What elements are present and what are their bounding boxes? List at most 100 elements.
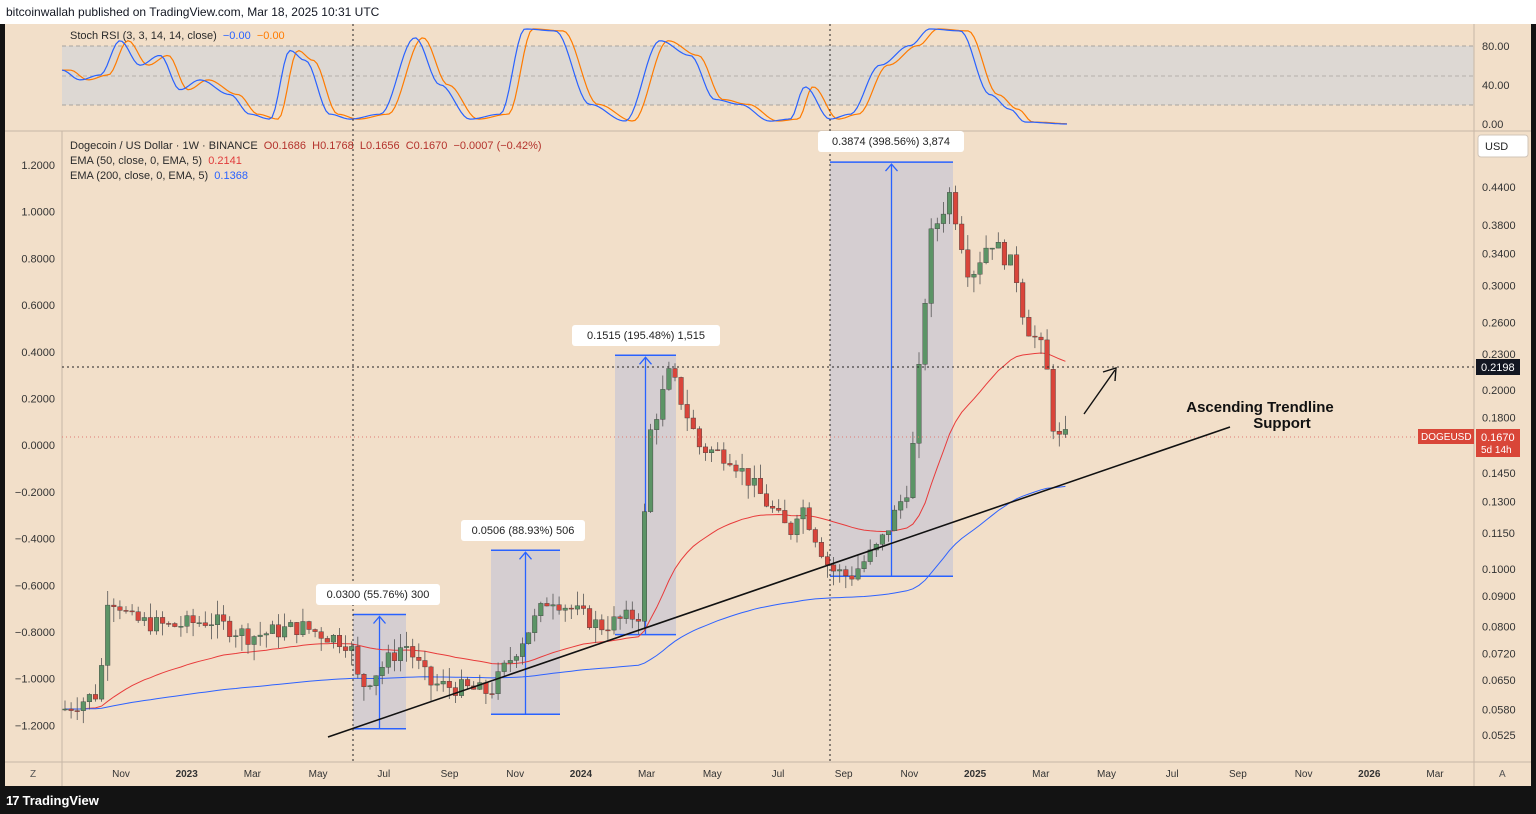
candle[interactable] — [892, 509, 898, 531]
candle[interactable] — [269, 624, 275, 634]
candle[interactable] — [318, 631, 324, 639]
candle[interactable] — [745, 468, 751, 486]
candle[interactable] — [599, 619, 605, 631]
candle[interactable] — [1050, 369, 1056, 432]
candle[interactable] — [330, 635, 336, 643]
candle[interactable] — [642, 511, 648, 622]
candle[interactable] — [379, 667, 385, 676]
candle[interactable] — [666, 368, 672, 390]
candle[interactable] — [495, 671, 501, 694]
candle[interactable] — [690, 417, 696, 429]
candle[interactable] — [367, 685, 373, 687]
candle[interactable] — [544, 603, 550, 607]
candle[interactable] — [916, 364, 922, 444]
candle[interactable] — [465, 679, 471, 687]
candle[interactable] — [74, 710, 80, 712]
candle[interactable] — [147, 617, 153, 632]
candle[interactable] — [68, 708, 74, 711]
candle[interactable] — [288, 622, 294, 627]
candle[interactable] — [300, 621, 306, 635]
candle[interactable] — [947, 192, 953, 215]
candle[interactable] — [86, 694, 92, 703]
candle[interactable] — [983, 247, 989, 263]
right-price-axis[interactable]: 0.4400 0.3800 0.3400 0.3000 0.2600 0.2300 0.20… — [1482, 182, 1516, 742]
candle[interactable] — [709, 449, 715, 454]
candle[interactable] — [794, 518, 800, 535]
candle[interactable] — [1038, 336, 1044, 341]
tradingview-logo[interactable]: 17 TradingView — [6, 793, 99, 808]
candle[interactable] — [843, 569, 849, 576]
candle[interactable] — [324, 638, 330, 643]
candle[interactable] — [141, 617, 147, 621]
candle[interactable] — [526, 632, 532, 644]
candle[interactable] — [959, 223, 965, 250]
candle[interactable] — [989, 247, 995, 250]
candle[interactable] — [483, 682, 489, 694]
candle[interactable] — [221, 614, 227, 622]
candle[interactable] — [233, 635, 239, 638]
candle[interactable] — [788, 522, 794, 535]
candle[interactable] — [446, 681, 452, 688]
candle[interactable] — [715, 449, 721, 451]
candle[interactable] — [678, 377, 684, 405]
candle[interactable] — [818, 542, 824, 557]
candle[interactable] — [940, 213, 946, 224]
candle[interactable] — [629, 609, 635, 620]
candle[interactable] — [1032, 335, 1038, 338]
zoom-button[interactable]: Z — [30, 769, 36, 780]
candle[interactable] — [123, 610, 129, 612]
candle[interactable] — [886, 530, 892, 536]
candle[interactable] — [721, 449, 727, 464]
candle[interactable] — [507, 660, 513, 664]
candle[interactable] — [953, 192, 959, 225]
candle[interactable] — [733, 464, 739, 472]
candle[interactable] — [117, 606, 123, 611]
candle[interactable] — [80, 701, 86, 711]
candle[interactable] — [581, 605, 587, 609]
candle[interactable] — [1062, 429, 1068, 435]
candle[interactable] — [922, 303, 928, 365]
candle[interactable] — [965, 249, 971, 278]
candle[interactable] — [355, 646, 361, 675]
candle[interactable] — [648, 429, 654, 512]
candle[interactable] — [343, 646, 349, 651]
candle[interactable] — [153, 617, 159, 632]
candle[interactable] — [1014, 254, 1020, 283]
candle[interactable] — [196, 622, 202, 624]
candle[interactable] — [764, 493, 770, 507]
candle[interactable] — [593, 619, 599, 628]
time-axis[interactable]: Nov 2023 Mar May Jul Sep Nov 2024 Mar May Jul Sep No… — [112, 769, 1444, 780]
candle[interactable] — [751, 478, 757, 486]
candle[interactable] — [422, 660, 428, 668]
candle[interactable] — [800, 507, 806, 520]
candle[interactable] — [782, 510, 788, 524]
candle[interactable] — [129, 610, 135, 613]
candle[interactable] — [849, 575, 855, 580]
candle[interactable] — [977, 262, 983, 275]
candle[interactable] — [623, 609, 629, 619]
candle[interactable] — [1020, 282, 1026, 318]
candle[interactable] — [806, 507, 812, 530]
candle[interactable] — [62, 708, 68, 711]
candle[interactable] — [404, 646, 410, 648]
projection-arrow[interactable] — [1083, 369, 1116, 415]
candle[interactable] — [861, 561, 867, 569]
candle[interactable] — [160, 617, 166, 624]
candle[interactable] — [1044, 339, 1050, 370]
candle[interactable] — [1001, 241, 1007, 266]
candle[interactable] — [538, 603, 544, 617]
candle[interactable] — [898, 501, 904, 511]
chart-area[interactable] — [5, 24, 1531, 786]
candle[interactable] — [654, 419, 660, 430]
candle[interactable] — [617, 616, 623, 619]
candle[interactable] — [440, 681, 446, 685]
candle[interactable] — [812, 529, 818, 543]
candle[interactable] — [239, 628, 245, 636]
candle[interactable] — [190, 615, 196, 623]
candle[interactable] — [605, 629, 611, 632]
candle[interactable] — [312, 629, 318, 632]
candle[interactable] — [349, 646, 355, 651]
candle[interactable] — [391, 652, 397, 661]
auto-scale-button[interactable]: A — [1499, 769, 1506, 780]
